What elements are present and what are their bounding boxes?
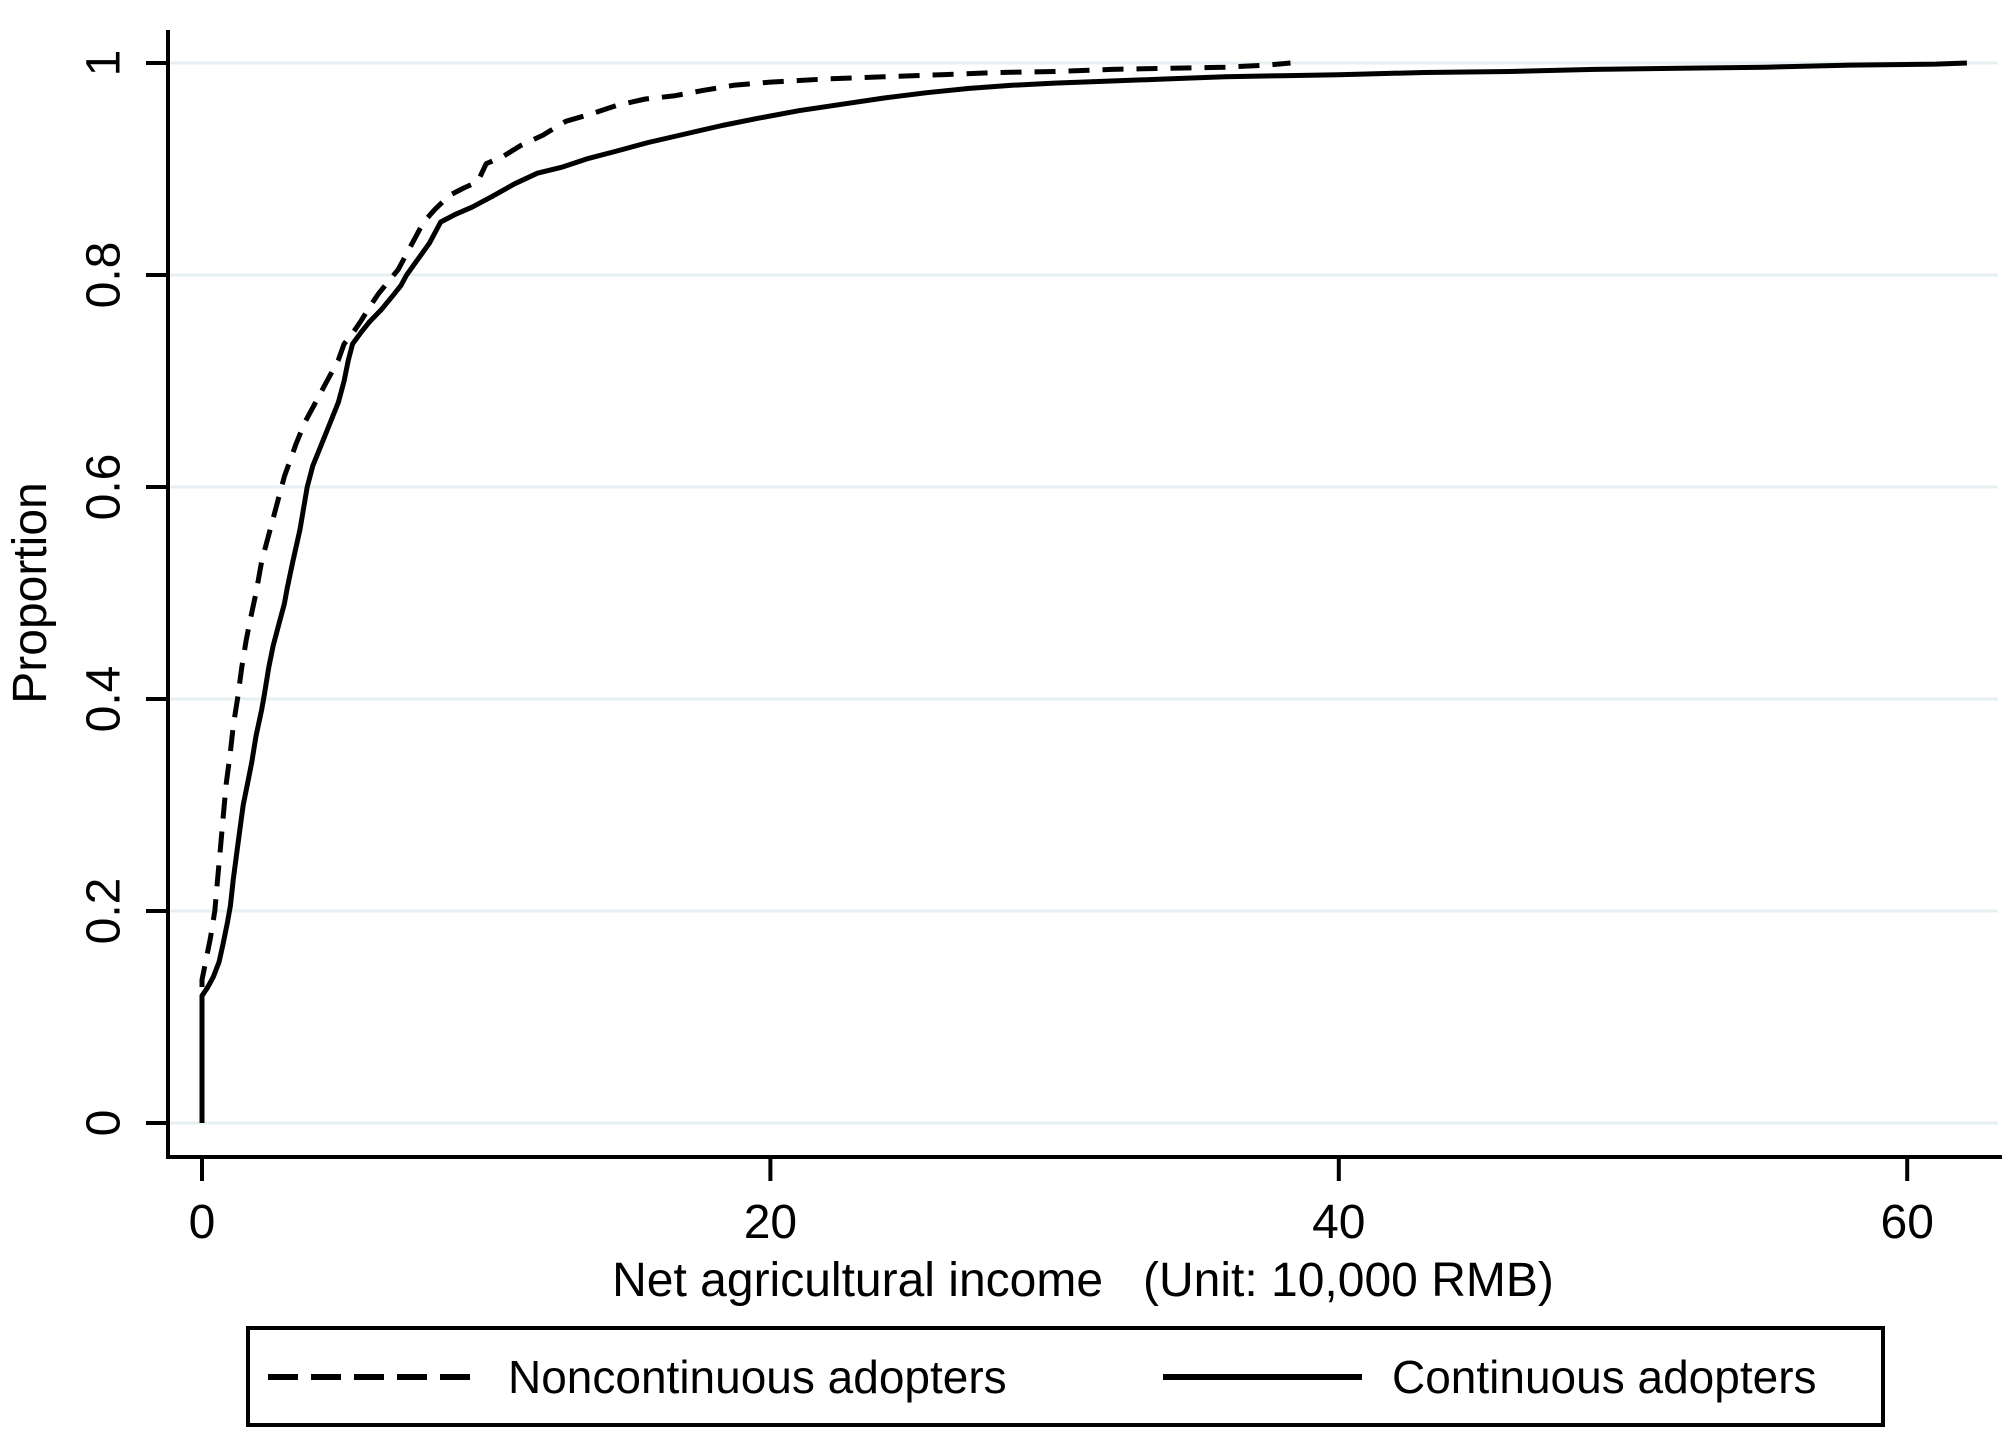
y-tick-label-0.6: 0.6 [78,454,131,521]
curves-group [199,60,1967,1123]
x-axis-title: Net agricultural income (Unit: 10,000 RM… [612,1254,1554,1307]
x-tick-label-20: 20 [744,1196,797,1249]
y-tick-label-0.2: 0.2 [78,878,131,945]
y-tick-label-1: 1 [78,50,131,77]
y-tick-label-0.8: 0.8 [78,242,131,309]
y-tick-label-0.4: 0.4 [78,666,131,733]
y-ticks-group: 0 0.2 0.4 0.6 0.8 1 [78,50,168,1137]
legend-label-noncontinuous: Noncontinuous adopters [508,1351,1007,1403]
legend-box [246,1326,1885,1427]
x-ticks-group: 0 20 40 60 [189,1157,1934,1249]
y-tick-label-0: 0 [78,1110,131,1137]
curve-noncontinuous [199,60,1291,1123]
x-tick-label-60: 60 [1881,1196,1934,1249]
legend-label-continuous: Continuous adopters [1392,1351,1817,1403]
curve-continuous [199,60,1967,1123]
x-tick-label-0: 0 [189,1196,216,1249]
y-axis-title: Proportion [4,482,57,703]
gridlines-group [168,61,1998,1125]
x-tick-label-40: 40 [1312,1196,1365,1249]
legend: Noncontinuous adopters Continuous adopte… [246,1326,1885,1427]
